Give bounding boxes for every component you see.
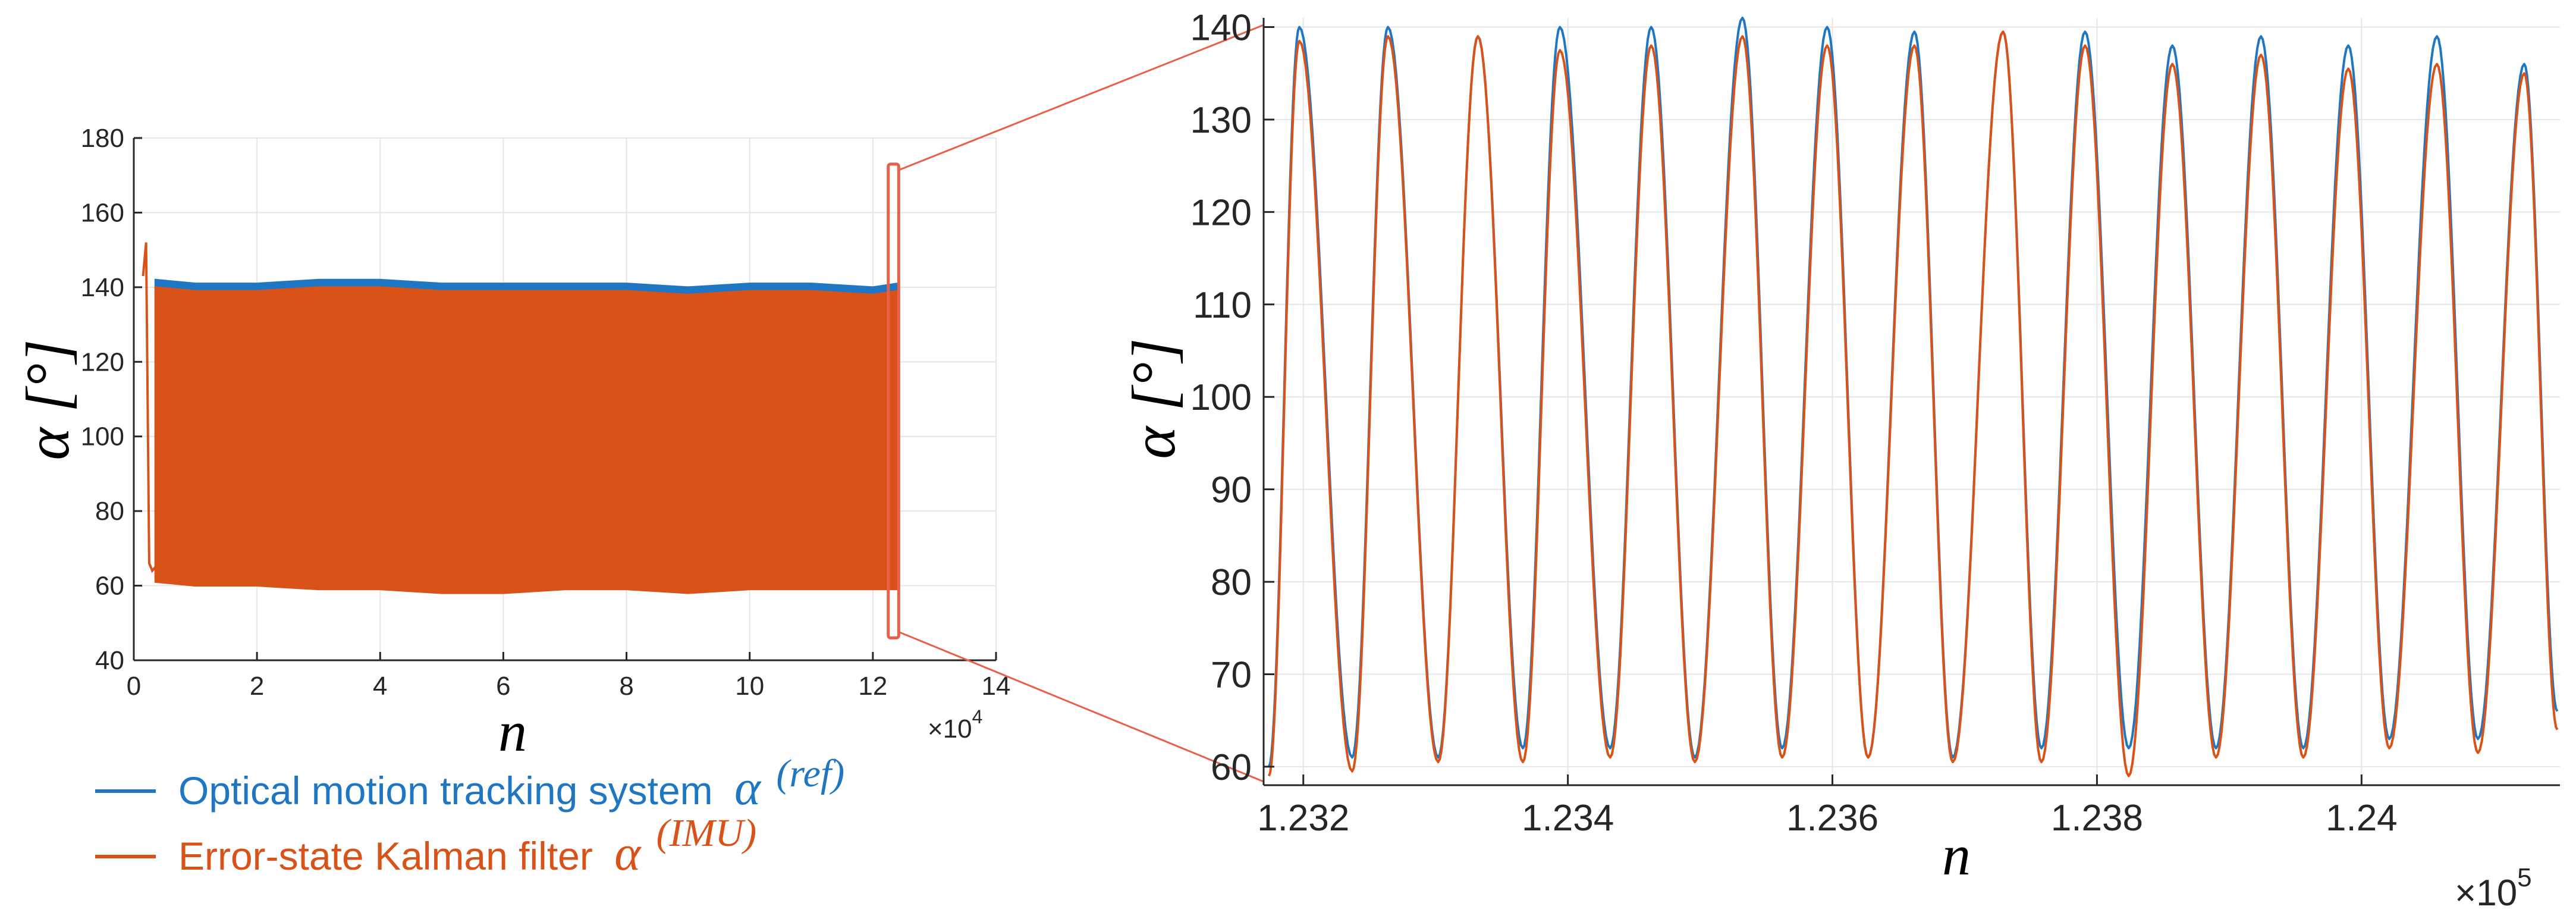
legend-label-imu: Error-state Kalman filter <box>178 834 593 878</box>
zoom-x-exponent: ×105 <box>2455 863 2532 914</box>
zoom-ytick-label-2: 80 <box>1211 562 1252 603</box>
zoom-ytick-label-1: 70 <box>1211 654 1252 695</box>
overview-band-imu <box>154 286 899 594</box>
zoom-line-imu <box>1268 30 2559 777</box>
zoom-series <box>1268 17 2559 777</box>
zoom-chart: 1.232 1.234 1.236 1.238 1.24 60 70 80 90 100 110 12… <box>1120 8 2560 914</box>
zoom-ytick-label-8: 140 <box>1190 8 1252 49</box>
overview-xtick-label-4: 8 <box>619 672 633 701</box>
zoom-xtick-label-0: 1.232 <box>1257 798 1349 839</box>
legend-item-imu: Error-state Kalman filter α (IMU) <box>95 811 756 881</box>
legend-item-ref: Optical motion tracking system α (ref) <box>95 752 844 816</box>
connector-bottom <box>898 631 1264 783</box>
zoom-y-axis-label: α [°] <box>1120 338 1188 459</box>
overview-xtick-label-5: 10 <box>735 672 764 701</box>
svg-text:Optical motion tracking system: Optical motion tracking system α (ref) <box>178 752 844 816</box>
overview-ytick-label-2: 80 <box>95 497 124 526</box>
overview-xtick-label-2: 4 <box>373 672 387 701</box>
overview-xtick-label-1: 2 <box>250 672 264 701</box>
legend: Optical motion tracking system α (ref) E… <box>95 752 844 881</box>
zoom-x-axis-label: n <box>1942 823 1971 887</box>
overview-ytick-label-7: 180 <box>81 124 124 153</box>
overview-initial-segment <box>142 242 156 573</box>
overview-ytick-label-6: 160 <box>81 198 124 227</box>
zoom-ytick-label-7: 130 <box>1190 100 1252 141</box>
legend-label-ref: Optical motion tracking system <box>178 769 713 813</box>
overview-ytick-label-0: 40 <box>95 646 124 675</box>
legend-symbol-ref: α <box>734 760 762 816</box>
zoom-grid <box>1264 18 2560 785</box>
svg-text:Error-state Kalman filter: Error-state Kalman filter α (IMU) <box>178 811 756 881</box>
overview-y-axis-label: α [°] <box>14 339 82 460</box>
overview-ytick-label-5: 140 <box>81 273 124 302</box>
overview-ytick-label-3: 100 <box>81 422 124 451</box>
overview-xtick-label-6: 12 <box>858 672 887 701</box>
zoom-xtick-label-3: 1.238 <box>2051 798 2143 839</box>
zoom-ytick-label-4: 100 <box>1190 377 1252 418</box>
zoom-ytick-label-3: 90 <box>1211 470 1252 511</box>
overview-axes <box>133 137 997 661</box>
overview-ytick-label-4: 120 <box>81 347 124 377</box>
zoom-plot-area <box>1264 18 2560 785</box>
overview-xtick-label-3: 6 <box>496 672 510 701</box>
zoom-connector-lines <box>898 24 1264 783</box>
zoom-ytick-label-6: 120 <box>1190 192 1252 233</box>
zoom-xtick-label-1: 1.234 <box>1522 798 1614 839</box>
overview-series <box>142 242 899 594</box>
legend-superscript-imu: (IMU) <box>656 811 757 855</box>
overview-x-exponent: ×104 <box>928 706 982 744</box>
zoom-ytick-label-0: 60 <box>1211 747 1252 788</box>
connector-top <box>898 24 1264 171</box>
overview-x-axis-label: n <box>498 700 527 763</box>
legend-symbol-imu: α <box>614 826 642 881</box>
overview-zoom-box <box>887 162 900 639</box>
legend-superscript-ref: (ref) <box>776 752 844 795</box>
zoom-xtick-label-2: 1.236 <box>1786 798 1878 839</box>
overview-xtick-label-0: 0 <box>127 672 141 701</box>
overview-series-imu <box>142 242 899 594</box>
zoom-tick-labels: 1.232 1.234 1.236 1.238 1.24 60 70 80 90 100 110 12… <box>1190 8 2398 839</box>
zoom-axes <box>1262 18 2560 786</box>
overview-ytick-label-1: 60 <box>95 572 124 601</box>
zoom-ytick-label-5: 110 <box>1193 285 1252 326</box>
zoom-xtick-label-4: 1.24 <box>2326 798 2398 839</box>
